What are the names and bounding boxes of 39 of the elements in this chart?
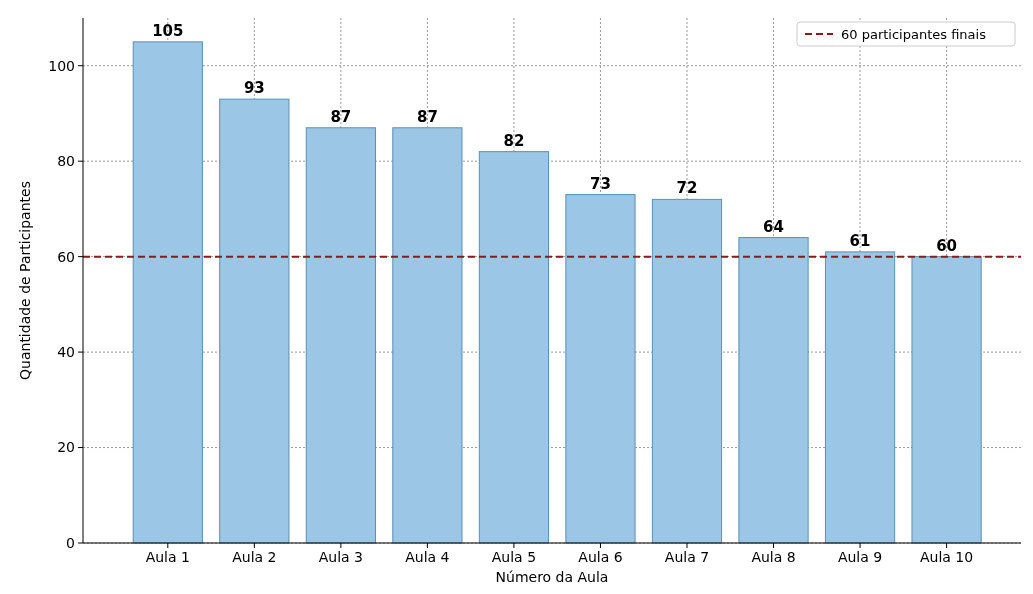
data-label: 87 — [416, 107, 438, 126]
bar — [392, 127, 463, 544]
y-tick-label: 0 — [66, 534, 75, 551]
data-label: 61 — [849, 231, 871, 250]
x-tick-label: Aula 3 — [318, 549, 363, 565]
bar — [132, 41, 203, 544]
data-label: 82 — [503, 131, 525, 150]
x-tick-label: Aula 5 — [491, 549, 537, 565]
y-tick-label: 20 — [57, 439, 75, 456]
y-tick-label: 60 — [57, 248, 75, 265]
bar — [478, 151, 550, 544]
x-tick-label: Aula 6 — [578, 549, 623, 565]
data-label: 93 — [243, 79, 265, 98]
bar — [651, 198, 723, 544]
y-tick-label: 40 — [57, 343, 75, 360]
bar — [824, 251, 896, 544]
x-tick-label: Aula 9 — [837, 549, 883, 565]
bar — [911, 256, 982, 544]
y-tick-label: 100 — [48, 57, 75, 74]
x-tick-label: Aula 2 — [232, 549, 277, 565]
x-tick-label: Aula 8 — [751, 549, 796, 565]
y-axis-title: Quantidade de Participantes — [17, 181, 33, 380]
legend-label: 60 participantes finais — [841, 26, 987, 42]
x-tick-label: Aula 4 — [405, 549, 450, 565]
bar — [565, 194, 636, 544]
x-tick-label: Aula 7 — [664, 549, 710, 565]
bar — [738, 237, 809, 544]
data-label: 73 — [590, 174, 611, 193]
x-axis-title: Número da Aula — [495, 569, 609, 585]
y-tick-label: 80 — [57, 153, 75, 170]
x-tick-label: Aula 10 — [919, 549, 974, 565]
data-label: 60 — [936, 236, 958, 255]
data-label: 105 — [152, 21, 184, 40]
data-label: 87 — [330, 107, 352, 126]
bar — [219, 98, 290, 544]
x-tick-label: Aula 1 — [145, 549, 190, 565]
data-label: 64 — [763, 217, 784, 236]
data-label: 72 — [676, 179, 698, 198]
bar — [305, 127, 376, 544]
